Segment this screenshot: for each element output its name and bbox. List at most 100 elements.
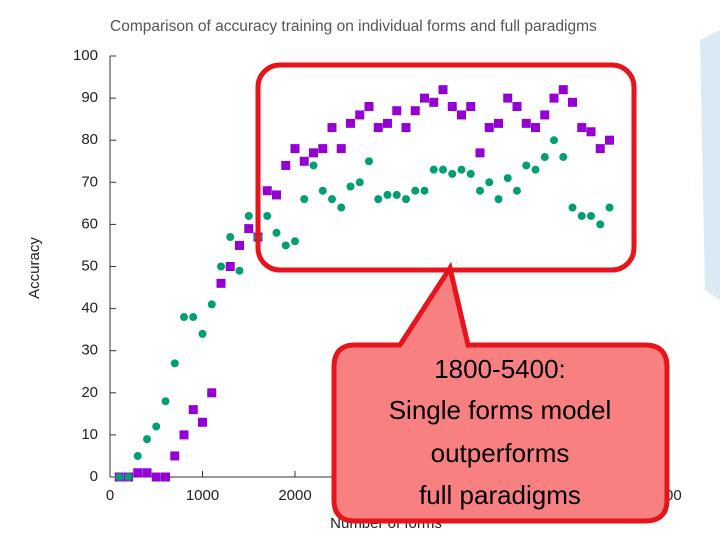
point	[336, 144, 346, 154]
point	[568, 97, 577, 107]
point	[364, 102, 374, 112]
point	[216, 278, 226, 288]
point	[170, 451, 180, 461]
point	[586, 127, 596, 137]
y-tick-label: 80	[81, 131, 98, 148]
point	[291, 237, 299, 246]
chart-title: Comparison of accuracy training on indiv…	[110, 18, 597, 35]
point	[466, 102, 476, 112]
point	[226, 233, 235, 242]
point	[217, 262, 225, 271]
x-tick-label: 1000	[186, 487, 219, 504]
point	[161, 472, 170, 482]
point	[466, 169, 475, 178]
callout-text: full paradigms	[419, 480, 581, 510]
point	[402, 195, 410, 204]
y-tick-label: 40	[81, 300, 98, 317]
point	[198, 417, 207, 427]
point	[429, 97, 439, 107]
point	[447, 102, 457, 112]
point	[448, 169, 457, 178]
point	[355, 110, 365, 120]
point	[235, 240, 244, 250]
point	[346, 118, 355, 128]
point	[142, 468, 152, 478]
y-tick-label: 90	[81, 89, 98, 106]
point	[309, 148, 318, 158]
point	[225, 262, 235, 271]
point	[346, 182, 355, 191]
point	[207, 388, 217, 398]
point	[392, 106, 402, 116]
x-tick-label: 2000	[278, 487, 311, 504]
point	[309, 161, 318, 170]
point	[318, 144, 328, 154]
point	[263, 211, 272, 220]
y-tick-label: 30	[81, 342, 98, 359]
point	[484, 123, 494, 133]
point	[207, 300, 216, 309]
point	[596, 220, 605, 229]
point	[485, 178, 494, 187]
point	[188, 405, 198, 415]
point	[179, 430, 189, 440]
point	[522, 161, 531, 170]
y-tick-label: 10	[81, 426, 98, 443]
point	[365, 157, 373, 166]
point	[299, 156, 309, 166]
point	[429, 165, 438, 174]
point	[272, 228, 281, 237]
point	[281, 241, 290, 250]
point	[272, 190, 281, 200]
point	[531, 165, 540, 174]
y-axis-label: Accuracy	[26, 237, 43, 299]
point	[577, 211, 586, 220]
point	[133, 451, 142, 460]
point	[558, 85, 568, 95]
point	[540, 110, 550, 120]
y-tick-label: 0	[90, 468, 98, 485]
point	[318, 186, 327, 195]
point	[383, 190, 392, 199]
point	[124, 473, 133, 481]
point	[262, 186, 272, 196]
point	[494, 118, 503, 128]
point	[549, 93, 559, 103]
point	[152, 422, 161, 431]
point	[290, 144, 300, 154]
y-tick-label: 100	[73, 47, 98, 64]
point	[411, 186, 420, 195]
point	[328, 195, 336, 204]
point	[392, 190, 401, 199]
point	[401, 123, 411, 133]
point	[133, 468, 143, 478]
point	[475, 148, 485, 158]
point	[151, 472, 161, 482]
point	[540, 153, 549, 162]
callout-text: 1800-5400:	[434, 354, 566, 384]
point	[503, 174, 512, 183]
point	[438, 85, 448, 95]
point	[439, 165, 447, 174]
point	[189, 313, 198, 322]
point	[587, 211, 595, 220]
callout-text: outperforms	[431, 438, 570, 468]
point	[521, 118, 531, 128]
point	[355, 178, 364, 187]
y-tick-label: 50	[81, 257, 98, 274]
callout	[331, 261, 670, 524]
point	[143, 435, 151, 444]
point	[373, 123, 383, 133]
point	[115, 473, 124, 481]
point	[337, 203, 346, 212]
point	[605, 135, 614, 145]
point	[420, 93, 429, 103]
point	[559, 153, 568, 162]
point	[198, 329, 207, 338]
callout-text: Single forms model	[389, 395, 612, 425]
point	[494, 195, 503, 204]
point	[531, 123, 540, 133]
point	[161, 397, 170, 406]
point	[235, 266, 244, 275]
